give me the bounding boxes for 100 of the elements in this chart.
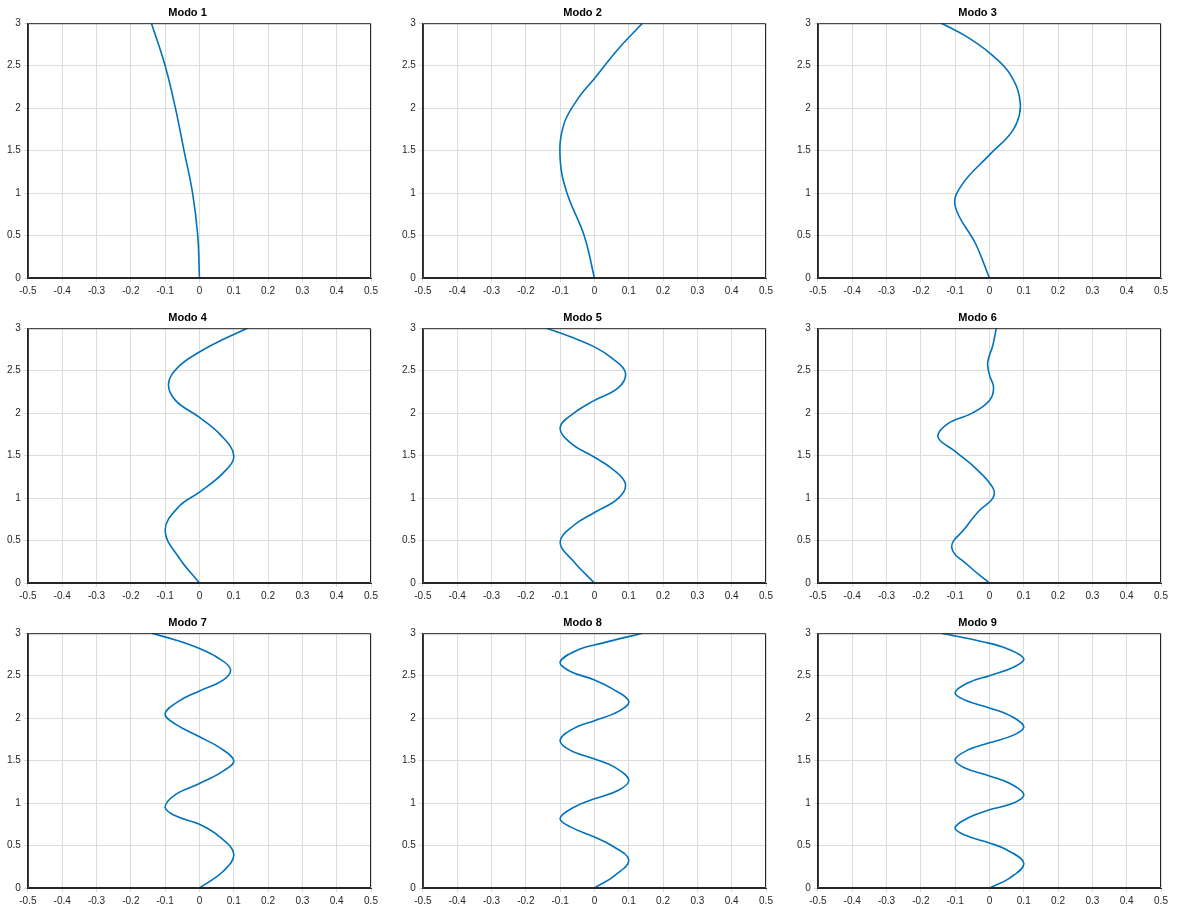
- y-tick-label: 3: [15, 16, 22, 28]
- x-tick-label: 0.1: [621, 894, 637, 906]
- y-tick-label: 1.5: [7, 449, 22, 461]
- x-tick-label: 0.1: [621, 589, 637, 601]
- y-tick-label: 1.5: [797, 144, 812, 156]
- x-tick-label: -0.5: [809, 284, 827, 296]
- y-tick-label: 2.5: [7, 59, 22, 71]
- chart-title: Modo 2: [563, 5, 602, 18]
- y-tick-label: 3: [805, 321, 812, 333]
- chart-title: Modo 7: [168, 615, 207, 628]
- x-tick-label: -0.4: [53, 589, 72, 601]
- x-tick-label: -0.1: [156, 894, 175, 906]
- x-tick-label: 0: [196, 589, 203, 601]
- y-tick-label: 0.5: [7, 534, 22, 546]
- y-tick-label: 1: [410, 491, 417, 503]
- y-tick-label: 2.5: [402, 59, 417, 71]
- y-tick-label: 0.5: [402, 229, 417, 241]
- y-tick-label: 1: [410, 186, 417, 198]
- x-tick-label: -0.1: [551, 894, 570, 906]
- y-tick-label: 2: [15, 101, 22, 113]
- x-tick-label: 0: [591, 894, 598, 906]
- x-tick-label: 0: [591, 284, 598, 296]
- y-tick-label: 3: [410, 16, 417, 28]
- x-tick-label: 0.4: [1119, 589, 1135, 601]
- y-tick-label: 0: [805, 881, 812, 893]
- x-tick-label: 0.4: [329, 284, 345, 296]
- y-tick-label: 2: [410, 406, 417, 418]
- x-tick-label: 0.1: [226, 894, 242, 906]
- y-tick-label: 0.5: [402, 534, 417, 546]
- y-tick-label: 1: [15, 796, 22, 808]
- y-tick-label: 2: [15, 711, 22, 723]
- x-tick-label: -0.1: [551, 284, 570, 296]
- x-tick-label: -0.2: [122, 894, 140, 906]
- x-tick-label: -0.3: [877, 894, 896, 906]
- x-tick-label: 0: [986, 284, 993, 296]
- x-tick-label: 0.3: [690, 589, 705, 601]
- x-tick-label: 0.5: [759, 894, 774, 906]
- x-tick-label: -0.5: [414, 589, 432, 601]
- y-tick-label: 2.5: [7, 364, 22, 376]
- x-tick-label: -0.4: [843, 589, 862, 601]
- x-tick-label: 0.3: [1085, 589, 1100, 601]
- y-tick-label: 2: [805, 101, 812, 113]
- x-tick-label: 0: [196, 894, 203, 906]
- y-tick-label: 3: [15, 626, 22, 638]
- x-tick-label: 0.5: [364, 894, 379, 906]
- x-tick-label: 0.2: [261, 589, 276, 601]
- chart-title: Modo 3: [958, 5, 997, 18]
- y-tick-label: 0: [410, 576, 417, 588]
- x-tick-label: 0.3: [1085, 284, 1100, 296]
- y-tick-label: 2: [805, 406, 812, 418]
- y-tick-label: 1.5: [402, 754, 417, 766]
- x-tick-label: -0.5: [19, 589, 37, 601]
- y-tick-label: 0: [410, 271, 417, 283]
- y-tick-label: 1.5: [797, 754, 812, 766]
- x-tick-label: -0.1: [946, 284, 965, 296]
- x-tick-label: 0: [196, 284, 203, 296]
- x-tick-label: 0.4: [1119, 284, 1135, 296]
- y-tick-label: 3: [805, 626, 812, 638]
- x-tick-label: 0.3: [295, 894, 310, 906]
- x-tick-label: -0.5: [414, 284, 432, 296]
- x-tick-label: 0.1: [1016, 894, 1032, 906]
- x-tick-label: -0.3: [87, 894, 106, 906]
- x-tick-label: -0.1: [946, 589, 965, 601]
- x-tick-label: 0.5: [759, 284, 774, 296]
- x-tick-label: -0.2: [517, 284, 535, 296]
- y-tick-label: 1.5: [797, 449, 812, 461]
- x-tick-label: -0.1: [156, 589, 175, 601]
- y-tick-label: 0: [805, 271, 812, 283]
- x-tick-label: 0.5: [1154, 894, 1169, 906]
- y-tick-label: 1: [410, 796, 417, 808]
- x-tick-label: -0.3: [877, 284, 896, 296]
- x-tick-label: 0.2: [656, 589, 671, 601]
- x-tick-label: 0.3: [1085, 894, 1100, 906]
- y-tick-label: 2.5: [797, 669, 812, 681]
- x-tick-label: 0.1: [1016, 589, 1032, 601]
- y-tick-label: 1.5: [7, 754, 22, 766]
- y-tick-label: 0.5: [7, 229, 22, 241]
- x-tick-label: -0.5: [19, 894, 37, 906]
- x-tick-label: -0.3: [87, 589, 106, 601]
- y-tick-label: 0: [410, 881, 417, 893]
- x-tick-label: 0: [591, 589, 598, 601]
- x-tick-label: 0.1: [226, 589, 242, 601]
- y-tick-label: 2.5: [402, 364, 417, 376]
- y-tick-label: 0: [15, 271, 22, 283]
- x-tick-label: -0.4: [53, 284, 72, 296]
- y-tick-label: 3: [410, 626, 417, 638]
- x-tick-label: 0.2: [1051, 284, 1066, 296]
- x-tick-label: -0.2: [517, 589, 535, 601]
- x-tick-label: 0.4: [724, 589, 740, 601]
- y-tick-label: 0.5: [797, 229, 812, 241]
- x-tick-label: 0.2: [1051, 894, 1066, 906]
- y-tick-label: 0.5: [7, 839, 22, 851]
- x-tick-label: -0.4: [843, 894, 862, 906]
- x-tick-label: 0.4: [329, 589, 345, 601]
- chart-title: Modo 1: [168, 5, 207, 18]
- y-tick-label: 3: [410, 321, 417, 333]
- x-tick-label: -0.2: [122, 284, 140, 296]
- x-tick-label: -0.4: [448, 894, 467, 906]
- x-tick-label: 0.3: [295, 589, 310, 601]
- x-tick-label: 0.5: [1154, 589, 1169, 601]
